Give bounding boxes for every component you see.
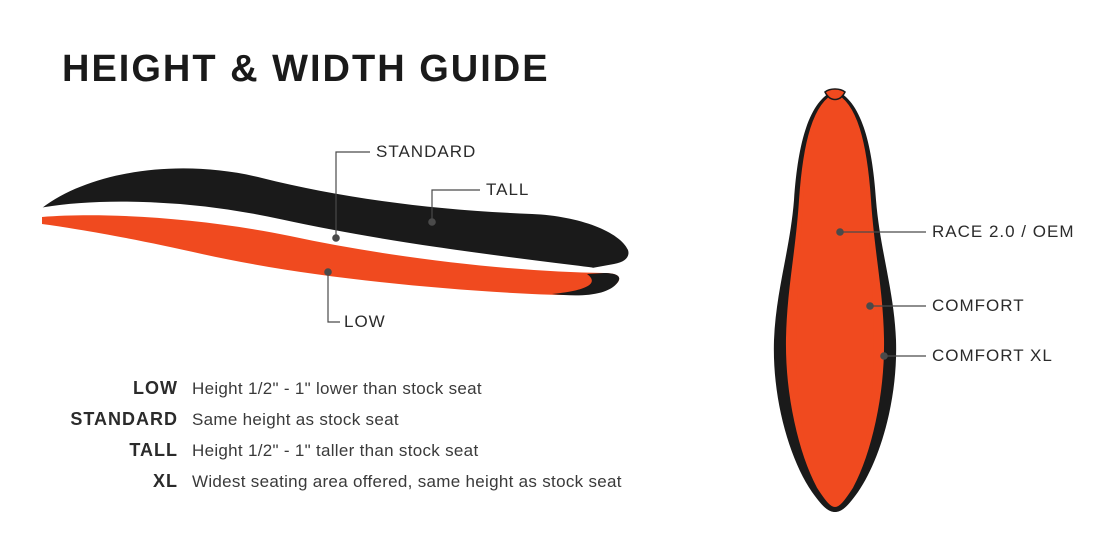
top-race-layer (796, 94, 874, 506)
legend-key-standard: STANDARD (60, 409, 178, 430)
callout-label-tall: TALL (486, 180, 529, 200)
callout-label-standard: STANDARD (376, 142, 476, 162)
seat-side-view (32, 120, 652, 330)
legend-desc-low: Height 1/2" - 1" lower than stock seat (192, 379, 482, 399)
legend-desc-standard: Same height as stock seat (192, 410, 399, 430)
callout-label-comfortxl: COMFORT XL (932, 346, 1053, 366)
legend-key-xl: XL (60, 471, 178, 492)
legend-row: XL Widest seating area offered, same hei… (60, 471, 622, 492)
callout-label-race: RACE 2.0 / OEM (932, 222, 1074, 242)
callout-label-low: LOW (344, 312, 386, 332)
legend-block: LOW Height 1/2" - 1" lower than stock se… (60, 378, 622, 502)
seat-top-view (740, 80, 930, 520)
legend-row: LOW Height 1/2" - 1" lower than stock se… (60, 378, 622, 399)
legend-desc-xl: Widest seating area offered, same height… (192, 472, 622, 492)
legend-row: STANDARD Same height as stock seat (60, 409, 622, 430)
legend-key-low: LOW (60, 378, 178, 399)
legend-row: TALL Height 1/2" - 1" taller than stock … (60, 440, 622, 461)
legend-desc-tall: Height 1/2" - 1" taller than stock seat (192, 441, 478, 461)
legend-key-tall: TALL (60, 440, 178, 461)
page-title: HEIGHT & WIDTH GUIDE (62, 48, 550, 91)
callout-label-comfort: COMFORT (932, 296, 1025, 316)
